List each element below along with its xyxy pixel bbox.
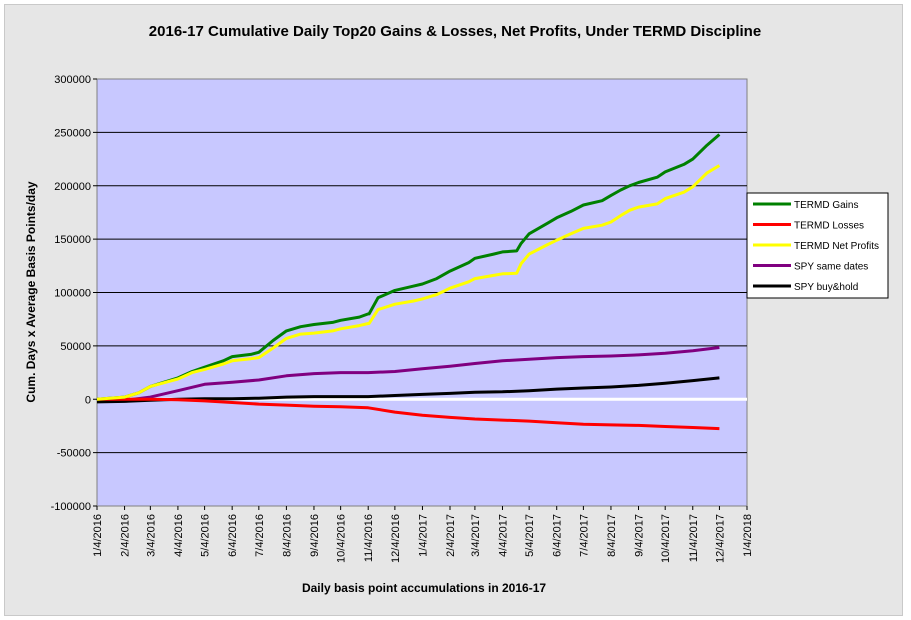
x-axis-title: Daily basis point accumulations in 2016-… [302, 581, 546, 595]
y-tick-label: 100000 [54, 288, 91, 300]
x-tick-label: 2/4/2016 [120, 514, 132, 557]
x-tick-label: 3/4/2017 [470, 514, 482, 557]
series-line [96, 376, 720, 404]
y-axis-title: Cum. Days x Average Basis Points/day [24, 181, 38, 403]
x-tick-label: 6/4/2016 [227, 514, 239, 557]
y-tick-label: -100000 [51, 501, 91, 513]
x-tick-label: 9/4/2017 [634, 514, 646, 557]
chart-title: 2016-17 Cumulative Daily Top20 Gains & L… [149, 23, 761, 40]
x-tick-label: 7/4/2016 [254, 514, 266, 557]
legend-entry: TERMD Losses [794, 221, 864, 232]
x-tick-label: 4/4/2016 [173, 514, 185, 557]
y-tick-label: 250000 [54, 127, 91, 139]
x-tick-label: 8/4/2016 [281, 514, 293, 557]
data-series [96, 133, 721, 431]
x-tick-label: 10/4/2016 [336, 514, 348, 563]
legend-entry: SPY same dates [794, 262, 868, 273]
y-axis-ticks: -100000 -50000 0 50000 100000 150000 200000 250… [51, 74, 97, 513]
x-tick-label: 2/4/2017 [445, 514, 457, 557]
x-tick-label: 9/4/2016 [309, 514, 321, 557]
x-tick-label: 1/4/2017 [417, 514, 429, 557]
series-line [96, 346, 720, 403]
series-line [97, 397, 720, 431]
x-tick-label: 3/4/2016 [145, 514, 157, 557]
series-line [96, 133, 721, 401]
x-tick-label: 12/4/2017 [714, 514, 726, 563]
y-tick-label: 150000 [54, 234, 91, 246]
y-tick-label: -50000 [57, 448, 91, 460]
y-tick-label: 0 [85, 394, 91, 406]
series-line [96, 164, 721, 401]
x-axis-ticks: 1/4/2016 2/4/2016 3/4/2016 4/4/2016 5/4/2016… [92, 506, 754, 563]
y-tick-label: 300000 [54, 74, 91, 86]
legend-entry: TERMD Net Profits [794, 241, 879, 252]
legend-entry: TERMD Gains [794, 200, 858, 211]
x-tick-label: 4/4/2017 [497, 514, 509, 557]
y-tick-label: 50000 [60, 341, 91, 353]
x-tick-label: 1/4/2016 [92, 514, 104, 557]
x-tick-label: 8/4/2017 [606, 514, 618, 557]
legend: TERMD Gains TERMD Losses TERMD Net Profits… [746, 192, 889, 299]
y-tick-label: 200000 [54, 181, 91, 193]
x-tick-label: 5/4/2016 [200, 514, 212, 557]
x-tick-label: 6/4/2017 [552, 514, 564, 557]
x-tick-label: 5/4/2017 [524, 514, 536, 557]
x-tick-label: 1/4/2018 [742, 514, 754, 557]
legend-entry: SPY buy&hold [794, 282, 858, 293]
x-tick-label: 10/4/2017 [660, 514, 672, 563]
x-tick-label: 12/4/2016 [390, 514, 402, 563]
x-tick-label: 7/4/2017 [578, 514, 590, 557]
x-tick-label: 11/4/2017 [688, 514, 700, 562]
x-tick-label: 11/4/2016 [363, 514, 375, 562]
